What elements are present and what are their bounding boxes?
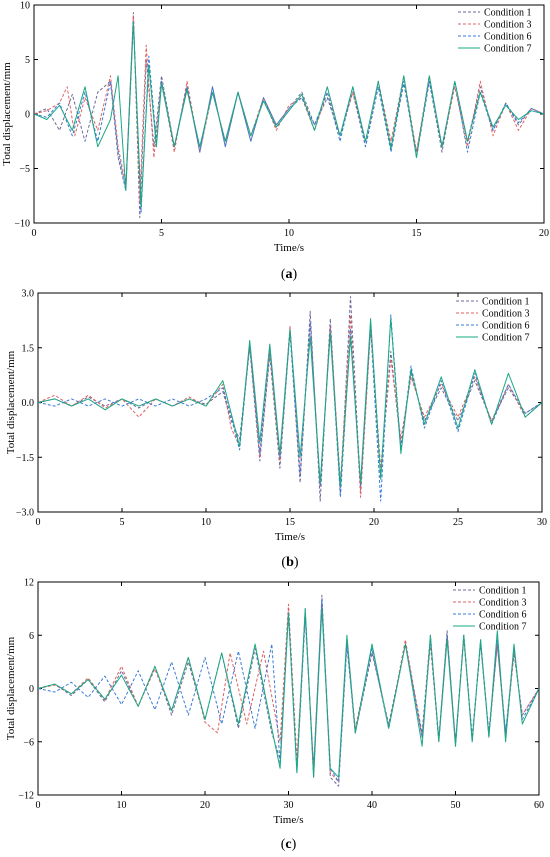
legend-label: Condition 1 <box>484 8 532 19</box>
x-axis-title: Time/s <box>274 242 304 254</box>
legend-label: Condition 3 <box>479 598 527 609</box>
y-tick-label: 10 <box>20 1 30 12</box>
series-line-condition-7 <box>38 318 542 487</box>
chart-panel-c: 0 10 20 30 40 50 60 −12 −6 0 6 12 Time/s Total displa… <box>5 578 544 853</box>
legend-label: Condition 7 <box>479 622 527 633</box>
y-tick-label: 1.5 <box>22 343 35 354</box>
y-axis-title: Total displacement/mm <box>5 636 17 740</box>
legend-label: Condition 7 <box>482 333 530 344</box>
caption-letter: b <box>286 555 294 570</box>
caption-open: ( <box>281 555 286 570</box>
legend-label: Condition 6 <box>479 610 527 621</box>
legend-label: Condition 7 <box>484 44 532 55</box>
x-tick-label: 0 <box>32 228 37 239</box>
series-line-condition-3 <box>38 314 542 498</box>
series-line-condition-6 <box>38 599 539 783</box>
caption-open: ( <box>281 837 286 852</box>
chart-panel-b: 0 5 10 15 20 25 30 −3.0 −1.5 0.0 1.5 3.0 Time/s Total… <box>5 289 547 571</box>
y-tick-label: 0 <box>29 684 34 695</box>
caption-close: ) <box>294 555 299 570</box>
caption-letter: a <box>286 267 293 282</box>
x-tick-label: 5 <box>159 228 164 239</box>
series-line-condition-1 <box>38 296 542 502</box>
y-tick-label: 12 <box>24 578 34 589</box>
x-tick-label: 10 <box>117 800 127 811</box>
y-tick-label: −3.0 <box>16 508 34 519</box>
series-line-condition-6 <box>38 314 542 502</box>
legend-label: Condition 3 <box>484 20 532 31</box>
y-tick-label: −6 <box>23 737 34 748</box>
x-tick-label: 10 <box>284 228 294 239</box>
series-group <box>38 594 539 787</box>
legend-label: Condition 6 <box>484 32 532 43</box>
legend-label: Condition 6 <box>482 321 530 332</box>
x-tick-label: 20 <box>200 800 210 811</box>
caption-close: ) <box>292 837 297 852</box>
series-line-condition-1 <box>34 12 544 219</box>
y-tick-label: 0 <box>25 110 30 121</box>
panel-caption: (c) <box>281 837 297 852</box>
x-axis-title: Time/s <box>273 814 303 826</box>
y-tick-label: −5 <box>19 164 30 175</box>
x-tick-label: 30 <box>284 800 294 811</box>
series-line-condition-6 <box>34 20 544 213</box>
x-tick-label: 5 <box>120 517 125 528</box>
plot-frame <box>33 4 545 224</box>
x-tick-label: 20 <box>539 228 549 239</box>
y-tick-label: 5 <box>25 55 30 66</box>
y-tick-label: −1.5 <box>16 453 34 464</box>
y-tick-label: −10 <box>14 219 30 230</box>
x-tick-label: 60 <box>534 800 544 811</box>
x-axis-title: Time/s <box>275 531 305 543</box>
series-line-condition-7 <box>34 21 544 208</box>
y-axis-title: Total displacement/mm <box>1 62 13 166</box>
x-tick-label: 25 <box>453 517 463 528</box>
panel-caption: (b) <box>281 555 298 570</box>
caption-letter: c <box>285 837 291 852</box>
x-tick-label: 30 <box>537 517 547 528</box>
x-tick-label: 0 <box>36 800 41 811</box>
x-tick-label: 10 <box>201 517 211 528</box>
x-tick-label: 50 <box>451 800 461 811</box>
series-line-condition-7 <box>38 608 539 778</box>
y-axis-title: Total displacement/mm <box>5 350 17 454</box>
series-group <box>34 12 544 219</box>
x-tick-label: 20 <box>369 517 379 528</box>
chart-panel-a: 0 5 10 15 20 −10 −5 0 5 10 Time/s Total displacemen… <box>1 1 549 283</box>
legend-label: Condition 3 <box>482 309 530 320</box>
y-tick-label: −12 <box>18 791 34 802</box>
y-tick-label: 6 <box>29 631 34 642</box>
legend-label: Condition 1 <box>479 586 527 597</box>
x-tick-label: 15 <box>412 228 422 239</box>
legend-label: Condition 1 <box>482 297 530 308</box>
series-group <box>38 296 542 502</box>
y-tick-label: 3.0 <box>22 289 35 300</box>
x-tick-label: 0 <box>36 517 41 528</box>
caption-close: ) <box>293 267 298 282</box>
x-tick-label: 40 <box>367 800 377 811</box>
caption-open: ( <box>281 267 286 282</box>
x-tick-label: 15 <box>285 517 295 528</box>
series-line-condition-3 <box>38 603 539 783</box>
y-tick-label: 0.0 <box>22 398 35 409</box>
panel-caption: (a) <box>281 267 298 282</box>
